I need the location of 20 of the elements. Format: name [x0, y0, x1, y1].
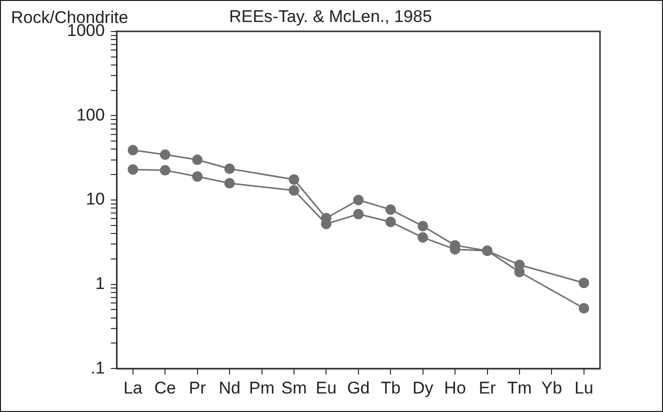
x-tick-label: Sm: [281, 378, 307, 398]
y-tick-label: 1: [95, 274, 105, 293]
x-tick-label: Er: [478, 378, 496, 398]
x-tick-label: Yb: [541, 378, 562, 398]
x-tick-label: Gd: [347, 378, 370, 398]
x-tick-label: Tm: [507, 378, 532, 398]
y-tick-label: .1: [90, 358, 105, 378]
chart-title: REEs-Tay. & McLen., 1985: [229, 6, 432, 26]
x-tick-label: Ce: [154, 378, 176, 398]
y-tick-label: 10: [86, 190, 105, 209]
x-tick-label: Pm: [249, 378, 275, 398]
x-tick-label: Tb: [380, 378, 401, 398]
x-tick-label: La: [123, 378, 143, 398]
x-tick-label: Eu: [316, 378, 337, 398]
y-tick-label: 100: [76, 105, 105, 124]
x-tick-label: Ho: [444, 378, 466, 398]
x-tick-label: Dy: [412, 378, 434, 398]
x-tick-label: Nd: [218, 378, 240, 398]
x-tick-label: Pr: [188, 378, 206, 398]
x-tick-label: Lu: [574, 378, 594, 398]
